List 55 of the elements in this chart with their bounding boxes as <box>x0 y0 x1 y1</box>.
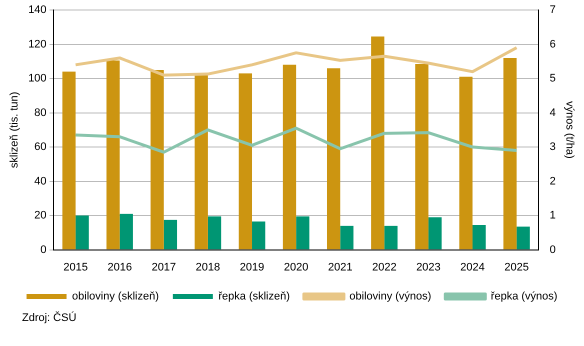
x-tick-label: 2019 <box>240 261 264 274</box>
bar <box>503 58 517 250</box>
x-tick-label: 2022 <box>372 261 397 274</box>
y2-tick-label: 2 <box>550 175 556 188</box>
y2-tick-label: 0 <box>550 244 556 256</box>
bar <box>252 222 266 250</box>
bar <box>384 226 398 250</box>
bar <box>120 214 133 250</box>
y-tick-label: 120 <box>28 38 47 50</box>
x-tick-label: 2017 <box>152 261 176 274</box>
y-tick-label: 100 <box>28 72 47 85</box>
legend-label: řepka (výnos) <box>490 290 558 303</box>
x-tick-label: 2021 <box>328 261 352 274</box>
x-tick-label: 2025 <box>504 261 529 274</box>
y2-tick-label: 5 <box>550 72 556 85</box>
x-tick-label: 2024 <box>460 261 485 274</box>
y-tick-label: 0 <box>40 244 47 256</box>
y2-tick-label: 3 <box>550 141 556 154</box>
bar <box>326 68 340 250</box>
legend-label: obiloviny (výnos) <box>349 290 432 303</box>
bar <box>415 64 428 250</box>
y-tick-label: 80 <box>34 106 47 119</box>
legend-label: řepka (sklizeň) <box>218 290 290 303</box>
y-axis-title: sklizeň (tis. tun) <box>8 92 21 168</box>
y-tick-label: 60 <box>34 141 47 154</box>
y-tick-label: 140 <box>28 4 47 16</box>
bar <box>62 72 76 250</box>
y2-tick-label: 7 <box>550 4 556 16</box>
y2-tick-label: 4 <box>550 106 556 119</box>
bar <box>516 226 530 250</box>
bar <box>428 217 442 250</box>
bar <box>106 60 120 250</box>
legend-label: obiloviny (sklizeň) <box>72 290 159 303</box>
bar <box>459 76 473 250</box>
y2-tick-label: 6 <box>550 38 556 50</box>
bar <box>472 224 486 250</box>
y2-axis-title: výnos (t/ha) <box>563 101 576 159</box>
y-tick-label: 40 <box>34 175 47 188</box>
x-tick-label: 2020 <box>284 261 308 274</box>
y2-tick-label: 1 <box>550 210 556 222</box>
bar <box>296 216 310 250</box>
bar <box>76 216 89 250</box>
y-tick-label: 20 <box>34 210 47 222</box>
bar <box>340 226 354 250</box>
x-tick-label: 2016 <box>107 261 132 274</box>
bar <box>150 70 164 250</box>
bar <box>238 73 252 250</box>
bar <box>164 220 178 250</box>
bar <box>282 64 296 250</box>
x-tick-label: 2018 <box>196 261 220 274</box>
x-tick-label: 2015 <box>63 261 88 274</box>
bar <box>371 36 384 250</box>
bar <box>208 216 222 250</box>
text: Zdroj: ČSÚ <box>22 312 78 324</box>
x-tick-label: 2023 <box>416 261 441 274</box>
